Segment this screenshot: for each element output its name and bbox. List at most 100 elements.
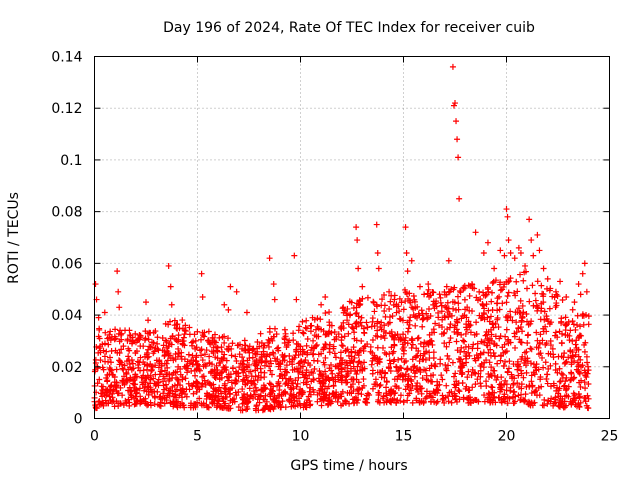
roti-bulk-point (276, 360, 283, 367)
roti-bulk-point (306, 402, 313, 409)
roti-bulk-point (132, 381, 139, 388)
roti-bulk-point (529, 383, 536, 390)
roti-bulk-point (310, 370, 317, 377)
roti-bulk-point (514, 380, 521, 387)
roti-bulk-point (181, 363, 188, 370)
roti-bulk-point (112, 335, 119, 342)
roti-bulk-point (239, 360, 246, 367)
roti-bulk-point (406, 290, 413, 297)
roti-bulk-point (341, 333, 348, 340)
roti-bulk-point (494, 374, 501, 381)
roti-bulk-point (390, 358, 397, 365)
roti-bulk-point (378, 319, 385, 326)
roti-bulk-point (228, 345, 235, 352)
roti-bulk-point (214, 344, 221, 351)
roti-bulk-point (543, 340, 550, 347)
roti-bulk-point (383, 390, 390, 397)
roti-bulk-point (483, 383, 490, 390)
roti-bulk-point (483, 301, 490, 308)
roti-bulk-point (340, 309, 347, 316)
roti-bulk-point (354, 386, 361, 393)
roti-bulk-point (374, 333, 381, 340)
roti-bulk-point (539, 354, 546, 361)
roti-bulk-point (380, 393, 387, 400)
roti-bulk-point (553, 387, 560, 394)
roti-bulk-point (159, 335, 166, 342)
roti-bulk-point (345, 321, 352, 328)
roti-bulk-point (252, 373, 259, 380)
x-tick-label: 0 (90, 429, 99, 445)
roti-bulk-point (540, 291, 547, 298)
roti-point (374, 250, 381, 257)
roti-bulk-point (342, 400, 349, 407)
roti-bulk-point (262, 353, 269, 360)
y-axis-label: ROTI / TECUs (6, 192, 22, 284)
roti-bulk-point (460, 285, 467, 292)
roti-bulk-point (247, 368, 254, 375)
roti-bulk-point (477, 362, 484, 369)
roti-bulk-point (192, 337, 199, 344)
roti-bulk-point (497, 384, 504, 391)
roti-bulk-point (287, 375, 294, 382)
roti-bulk-point (442, 314, 449, 321)
roti-bulk-point (162, 337, 169, 344)
roti-bulk-point (253, 357, 260, 364)
roti-bulk-point (431, 362, 438, 369)
plot-frame (94, 56, 610, 419)
roti-bulk-point (281, 372, 288, 379)
roti-bulk-point (221, 351, 228, 358)
roti-point (581, 260, 588, 267)
roti-bulk-point (358, 337, 365, 344)
roti-bulk-point (560, 404, 567, 411)
roti-bulk-point (471, 369, 478, 376)
roti-bulk-point (506, 358, 513, 365)
roti-bulk-point (96, 376, 103, 383)
roti-bulk-point (99, 393, 106, 400)
roti-bulk-point (307, 328, 314, 335)
roti-bulk-point (405, 375, 412, 382)
roti-bulk-point (288, 358, 295, 365)
roti-bulk-point (193, 362, 200, 369)
roti-point (386, 288, 393, 295)
roti-bulk-point (558, 340, 565, 347)
roti-bulk-point (459, 360, 466, 367)
roti-bulk-point (179, 388, 186, 395)
roti-bulk-point (502, 349, 509, 356)
roti-bulk-point (310, 337, 317, 344)
roti-bulk-point (220, 355, 227, 362)
roti-bulk-point (214, 355, 221, 362)
roti-point (271, 296, 278, 303)
roti-bulk-point (528, 390, 535, 397)
roti-bulk-point (438, 308, 445, 315)
roti-bulk-point (533, 392, 540, 399)
roti-bulk-point (511, 289, 518, 296)
roti-bulk-point (441, 288, 448, 295)
roti-bulk-point (143, 388, 150, 395)
roti-bulk-point (278, 404, 285, 411)
roti-bulk-point (194, 384, 201, 391)
roti-bulk-point (575, 353, 582, 360)
roti-bulk-point (372, 381, 379, 388)
roti-point (116, 304, 123, 311)
roti-bulk-point (107, 354, 114, 361)
roti-bulk-point (241, 390, 248, 397)
roti-bulk-point (560, 383, 567, 390)
roti-bulk-point (386, 314, 393, 321)
roti-bulk-point (157, 403, 164, 410)
roti-bulk-point (486, 391, 493, 398)
roti-bulk-point (469, 308, 476, 315)
roti-bulk-point (522, 357, 529, 364)
roti-bulk-point (445, 398, 452, 405)
roti-bulk-point (266, 325, 273, 332)
roti-bulk-point (182, 375, 189, 382)
roti-bulk-point (199, 373, 206, 380)
roti-bulk-point (209, 394, 216, 401)
roti-bulk-point (288, 399, 295, 406)
roti-bulk-point (207, 368, 214, 375)
roti-bulk-point (96, 325, 103, 332)
roti-bulk-point (281, 326, 288, 333)
roti-bulk-point (339, 374, 346, 381)
roti-bulk-point (423, 376, 430, 383)
roti-bulk-point (116, 361, 123, 368)
roti-bulk-point (382, 329, 389, 336)
